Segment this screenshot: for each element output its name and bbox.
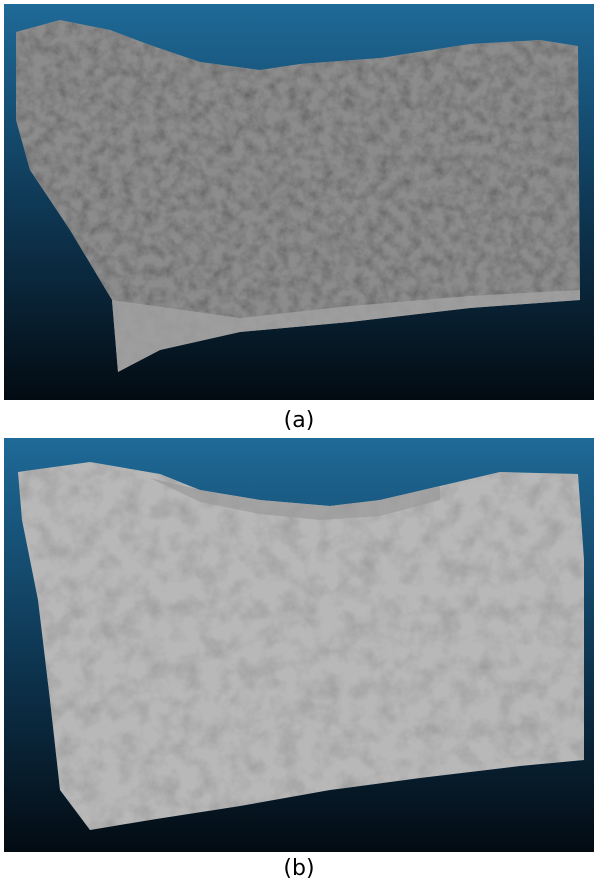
figure: (a) (b) xyxy=(0,0,598,882)
panel-label: (b) xyxy=(283,856,314,881)
panel-label: (a) xyxy=(284,408,315,433)
panel-b xyxy=(4,438,594,852)
panel-a xyxy=(4,4,594,400)
